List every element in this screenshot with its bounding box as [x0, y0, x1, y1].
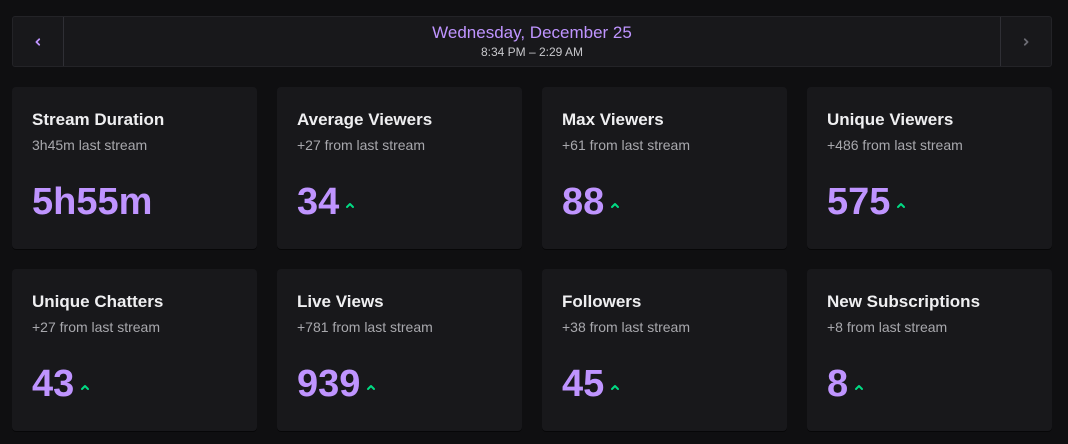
stat-comparison: 3h45m last stream	[32, 137, 148, 153]
stat-comparison: +27 from last stream	[297, 137, 425, 153]
stat-card-average-viewers: Average Viewers +27 from last stream 34	[277, 87, 522, 249]
trend-up-icon	[345, 201, 355, 209]
trend-up-icon	[610, 201, 620, 209]
stat-title: Average Viewers	[297, 110, 433, 129]
stat-comparison: +781 from last stream	[297, 319, 433, 335]
stat-comparison: +8 from last stream	[827, 319, 948, 335]
trend-up-icon	[610, 383, 620, 391]
stat-value-row: 88	[562, 180, 620, 224]
stat-value-row: 34	[297, 180, 355, 224]
stat-comparison: +27 from last stream	[32, 319, 160, 335]
trend-up-icon	[896, 201, 906, 209]
stat-card-new-subscriptions: New Subscriptions +8 from last stream 8	[807, 269, 1052, 431]
stat-value: 575	[827, 181, 891, 223]
stat-comparison: +486 from last stream	[827, 137, 963, 153]
trend-up-icon	[366, 383, 376, 391]
stat-title: Unique Chatters	[32, 292, 164, 311]
stat-comparison: +38 from last stream	[562, 319, 690, 335]
stat-card-unique-chatters: Unique Chatters +27 from last stream 43	[12, 269, 257, 431]
stat-value: 88	[562, 181, 605, 223]
chevron-right-icon	[1021, 37, 1031, 47]
stat-title: Followers	[562, 292, 642, 311]
previous-stream-button[interactable]	[13, 17, 64, 66]
stat-card-stream-duration: Stream Duration 3h45m last stream 5h55m	[12, 87, 257, 249]
date-navigator: Wednesday, December 25 8:34 PM – 2:29 AM	[12, 16, 1052, 67]
stat-title: New Subscriptions	[827, 292, 981, 311]
stat-title: Live Views	[297, 292, 384, 311]
stat-title: Max Viewers	[562, 110, 664, 129]
stat-title: Stream Duration	[32, 110, 165, 129]
stat-value: 43	[32, 363, 75, 405]
stat-value: 8	[827, 363, 849, 405]
stat-comparison: +61 from last stream	[562, 137, 690, 153]
trend-up-icon	[80, 383, 90, 391]
stat-value-row: 8	[827, 362, 864, 406]
stream-date-display: Wednesday, December 25 8:34 PM – 2:29 AM	[64, 17, 1000, 66]
trend-up-icon	[854, 383, 864, 391]
stat-value-row: 5h55m	[32, 180, 152, 224]
stat-card-live-views: Live Views +781 from last stream 939	[277, 269, 522, 431]
chevron-left-icon	[33, 37, 43, 47]
stat-value: 5h55m	[32, 181, 153, 223]
stream-date: Wednesday, December 25	[432, 23, 632, 42]
stat-value: 34	[297, 181, 340, 223]
stat-value-row: 575	[827, 180, 906, 224]
stream-time-range: 8:34 PM – 2:29 AM	[480, 45, 584, 59]
stat-value-row: 43	[32, 362, 90, 406]
stat-value: 939	[297, 363, 361, 405]
stat-card-max-viewers: Max Viewers +61 from last stream 88	[542, 87, 787, 249]
next-stream-button[interactable]	[1000, 17, 1051, 66]
stat-title: Unique Viewers	[827, 110, 954, 129]
stat-card-unique-viewers: Unique Viewers +486 from last stream 575	[807, 87, 1052, 249]
stat-value: 45	[562, 363, 605, 405]
stat-value-row: 45	[562, 362, 620, 406]
stat-value-row: 939	[297, 362, 376, 406]
stat-card-followers: Followers +38 from last stream 45	[542, 269, 787, 431]
